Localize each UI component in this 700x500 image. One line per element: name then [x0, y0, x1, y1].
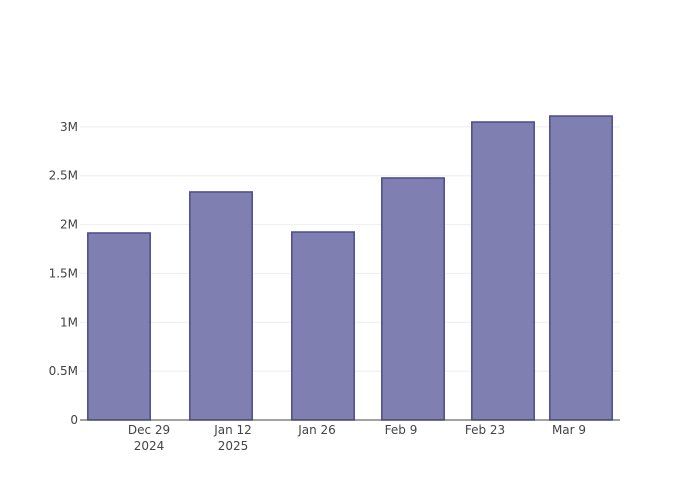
bar — [471, 121, 535, 421]
y-tick-label: 1M — [60, 315, 78, 329]
y-tick-label: 3M — [60, 120, 78, 134]
x-tick-label: Mar 9 — [552, 423, 586, 437]
x-tick-label: Dec 29 2024 — [128, 423, 170, 453]
bar — [291, 231, 355, 421]
bar — [549, 115, 613, 421]
x-tick-label: Jan 26 — [297, 423, 336, 437]
bar — [87, 232, 151, 421]
y-tick-label: 2.5M — [49, 169, 78, 183]
y-tick-label: 0 — [70, 413, 78, 427]
x-tick-label: Feb 9 — [385, 423, 418, 437]
x-tick-label: Jan 12 2025 — [213, 423, 252, 453]
y-tick-label: 2M — [60, 218, 78, 232]
bar — [381, 177, 445, 421]
bar — [189, 191, 253, 421]
y-tick-label: 0.5M — [49, 364, 78, 378]
x-tick-label: Feb 23 — [465, 423, 505, 437]
y-tick-label: 1.5M — [49, 266, 78, 280]
